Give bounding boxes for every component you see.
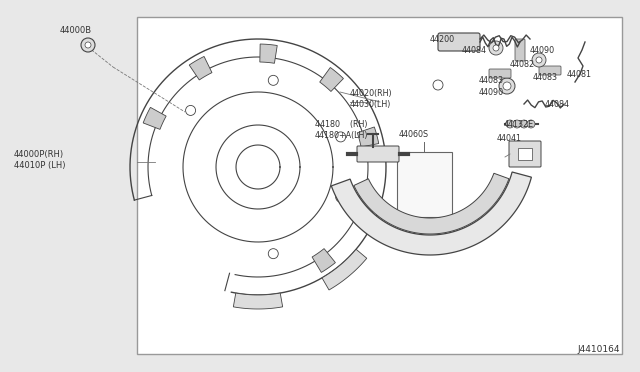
Text: 44060S: 44060S (399, 129, 429, 138)
Polygon shape (354, 173, 509, 234)
Text: 44083: 44083 (479, 76, 504, 84)
Circle shape (520, 120, 528, 128)
Polygon shape (354, 196, 376, 217)
Text: 44083: 44083 (533, 73, 558, 81)
Circle shape (268, 76, 278, 85)
Polygon shape (320, 67, 344, 92)
FancyBboxPatch shape (489, 69, 511, 78)
Polygon shape (143, 108, 166, 129)
Text: 44132E: 44132E (504, 119, 534, 128)
Circle shape (85, 42, 91, 48)
Polygon shape (357, 127, 379, 147)
Text: J4410164: J4410164 (577, 346, 620, 355)
FancyBboxPatch shape (438, 33, 480, 51)
Text: 44090: 44090 (530, 45, 555, 55)
Text: 44000P(RH): 44000P(RH) (14, 150, 64, 158)
Circle shape (489, 41, 503, 55)
FancyBboxPatch shape (509, 141, 541, 167)
Circle shape (532, 53, 546, 67)
Bar (518, 148, 532, 160)
Bar (137, 17, 622, 354)
Circle shape (493, 45, 499, 51)
Polygon shape (234, 293, 283, 309)
Circle shape (527, 120, 535, 128)
Polygon shape (189, 57, 212, 80)
Polygon shape (322, 249, 367, 290)
Circle shape (336, 192, 346, 202)
Circle shape (499, 78, 515, 94)
Circle shape (268, 248, 278, 259)
Circle shape (536, 57, 542, 63)
FancyBboxPatch shape (539, 66, 561, 75)
Text: 44084: 44084 (462, 45, 487, 55)
FancyBboxPatch shape (357, 146, 399, 162)
Text: 44180    (RH): 44180 (RH) (315, 119, 367, 128)
Text: 44180+A(LH): 44180+A(LH) (315, 131, 369, 140)
Circle shape (433, 80, 443, 90)
Text: 44020(RH): 44020(RH) (350, 89, 392, 97)
Circle shape (81, 38, 95, 52)
Circle shape (513, 120, 521, 128)
Text: 44090: 44090 (479, 87, 504, 96)
Bar (397, 152, 452, 217)
Polygon shape (332, 172, 531, 255)
Text: 44030(LH): 44030(LH) (350, 99, 392, 109)
Circle shape (506, 120, 514, 128)
Circle shape (503, 82, 511, 90)
Polygon shape (260, 44, 277, 63)
Text: 44084: 44084 (545, 99, 570, 109)
Text: 44081: 44081 (567, 70, 592, 78)
Text: 44200: 44200 (430, 35, 455, 44)
Circle shape (336, 132, 346, 142)
Polygon shape (312, 248, 335, 272)
Text: 44010P (LH): 44010P (LH) (14, 160, 65, 170)
Text: 44041: 44041 (497, 134, 522, 142)
Text: 44000B: 44000B (60, 26, 92, 35)
Text: 44082: 44082 (510, 60, 535, 68)
Circle shape (186, 105, 196, 115)
FancyBboxPatch shape (515, 39, 525, 61)
